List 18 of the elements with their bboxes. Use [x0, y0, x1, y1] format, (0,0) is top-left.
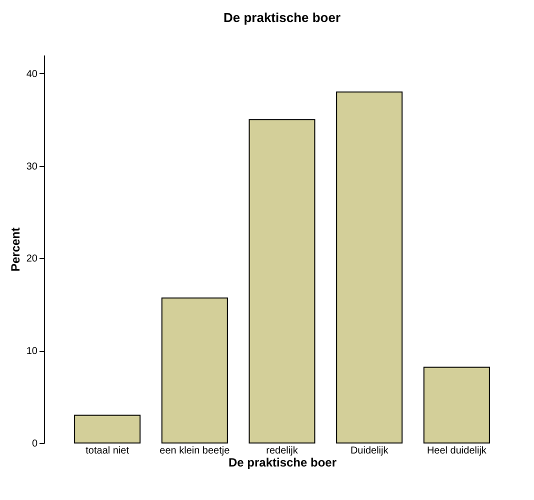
x-axis-title: De praktische boer	[228, 456, 337, 470]
bar	[161, 297, 228, 444]
y-axis-title: Percent	[8, 227, 22, 272]
y-tick-label: 40	[26, 68, 38, 80]
x-tick-label: redelijk	[266, 446, 299, 456]
y-tick-label: 20	[26, 254, 38, 265]
x-tick-label: een klein beetje	[160, 446, 230, 456]
y-tick-label: 30	[26, 161, 38, 172]
bar	[336, 91, 403, 444]
bar	[248, 119, 316, 444]
x-tick-label: totaal niet	[86, 446, 130, 456]
y-tick-label: 0	[32, 438, 38, 450]
bar	[74, 414, 141, 444]
bar	[423, 366, 490, 444]
y-tick-label: 10	[26, 346, 38, 358]
x-tick-label: Duidelijk	[350, 446, 390, 456]
chart-title: De praktische boer	[223, 10, 341, 25]
x-tick-label: Heel duidelijk	[426, 446, 488, 456]
